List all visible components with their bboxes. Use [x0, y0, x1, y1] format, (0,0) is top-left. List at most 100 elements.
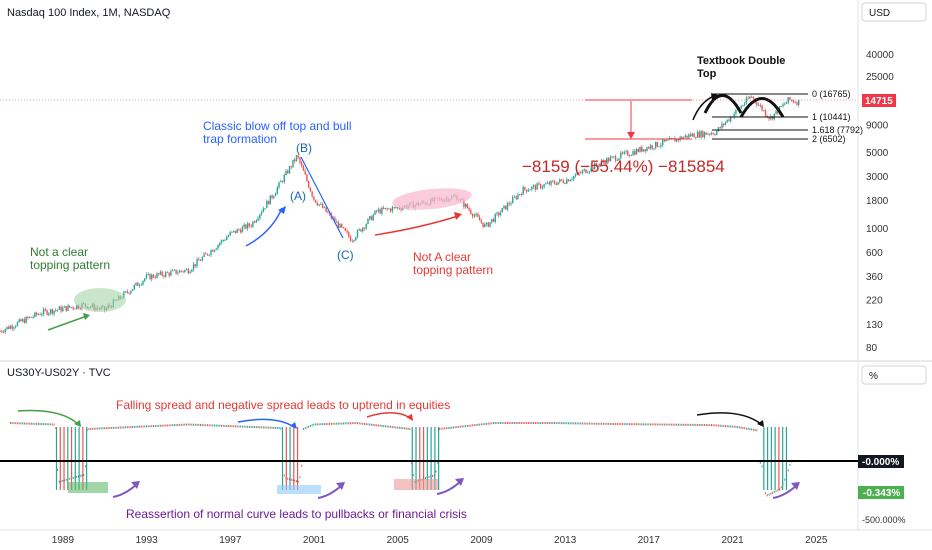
measure-arrow-head	[627, 132, 635, 139]
candle-body	[201, 256, 203, 261]
spread-bar	[496, 422, 498, 424]
candle-body	[634, 151, 636, 155]
candle-body	[566, 179, 568, 184]
candle-body	[342, 227, 345, 229]
spread-bar	[189, 423, 191, 426]
spread-bar	[302, 428, 304, 430]
spread-bar	[597, 422, 599, 425]
spread-bar	[20, 422, 22, 425]
spread-bar	[559, 422, 561, 425]
spread-bar	[287, 477, 289, 480]
spread-bar	[494, 422, 496, 424]
spread-bar	[151, 425, 153, 428]
candle-body	[635, 149, 638, 155]
spread-bar	[468, 424, 470, 427]
currency-button[interactable]	[861, 2, 927, 22]
spread-bar	[240, 425, 242, 428]
spread-bar	[561, 422, 563, 425]
spread-bar	[301, 464, 303, 467]
spread-bar	[224, 424, 226, 427]
spread-bar	[433, 474, 435, 477]
spread-bar	[601, 422, 603, 425]
candle-body	[21, 319, 24, 322]
arrow-sub-red-head	[406, 414, 413, 421]
candle-body	[536, 183, 538, 190]
candle-body	[41, 314, 43, 316]
spread-bar	[440, 427, 442, 430]
spread-bar	[184, 423, 186, 426]
spread-bar	[789, 463, 791, 466]
spread-bar	[637, 423, 639, 426]
spread-bar	[618, 423, 620, 426]
candle-body	[42, 309, 45, 315]
spread-bar	[44, 423, 46, 426]
candle-body	[571, 179, 573, 180]
spread-bar	[702, 424, 704, 426]
candle-body	[775, 110, 777, 114]
candle-body	[644, 149, 646, 152]
spread-bar	[501, 422, 503, 424]
spread-bar	[363, 422, 365, 425]
spread-bar	[329, 422, 331, 425]
candle-body	[527, 190, 530, 192]
spread-bar	[156, 424, 158, 427]
spread-bar	[351, 422, 353, 425]
candle-body	[299, 157, 301, 163]
spread-bar	[100, 427, 102, 430]
candle-body	[581, 170, 584, 174]
spread-bar	[669, 423, 671, 426]
spread-bar	[717, 424, 719, 427]
spread-bar	[77, 475, 79, 478]
spread-bar	[200, 423, 202, 426]
candle-body	[761, 105, 763, 111]
candle-body	[341, 223, 343, 228]
candle-body	[763, 110, 765, 112]
spread-bar	[166, 424, 168, 427]
annotation-double-top-line1: Textbook Double	[697, 55, 785, 67]
time-axis[interactable]: 1989 1993 1997 2001 2005 2009 2013 2017 2021 2025	[52, 535, 828, 546]
spread-bar	[656, 423, 658, 426]
candle-body	[35, 312, 38, 315]
spread-bar	[498, 422, 500, 424]
candle-body	[6, 326, 8, 330]
candle-body	[539, 183, 542, 189]
spread-bar	[377, 424, 379, 427]
candle-body	[238, 229, 240, 231]
candle-body	[236, 229, 238, 233]
spread-bar	[604, 422, 606, 425]
candle-body	[253, 221, 256, 223]
candle-body	[698, 132, 701, 138]
unit-button[interactable]	[861, 365, 927, 385]
candle-body	[642, 149, 645, 152]
spread-bar	[173, 424, 175, 427]
candle-body	[334, 217, 336, 223]
spread-bar	[142, 425, 144, 428]
spread-bar	[370, 423, 372, 426]
spread-bar	[79, 474, 81, 477]
candle-body	[475, 214, 477, 216]
spread-bar	[759, 461, 761, 464]
candle-body	[49, 309, 52, 314]
candle-body	[370, 216, 373, 221]
spread-bar	[688, 423, 690, 426]
spread-bar	[248, 425, 250, 428]
spread-bar	[459, 425, 461, 428]
measure-tool[interactable]: −8159 (−55.44%) −815854	[522, 99, 725, 176]
candle-body	[646, 147, 648, 152]
fib-levels[interactable]: 0 (16765) 1 (10441) 1.618 (7792)2 (6502)	[712, 89, 863, 144]
candle-body	[306, 174, 308, 182]
spread-bar	[711, 424, 713, 427]
spread-bar	[231, 425, 233, 428]
spread-bar	[524, 422, 526, 424]
candle-body	[11, 325, 13, 329]
spread-bar	[379, 424, 381, 427]
spread-bar	[367, 423, 369, 426]
spread-bar	[69, 477, 71, 480]
candle-body	[151, 274, 153, 280]
candle-body	[658, 146, 660, 148]
spread-bar	[487, 422, 489, 425]
spread-bar	[343, 422, 345, 425]
spread-bar	[493, 422, 495, 425]
spread-bar	[411, 462, 413, 465]
candle-body	[63, 306, 66, 308]
